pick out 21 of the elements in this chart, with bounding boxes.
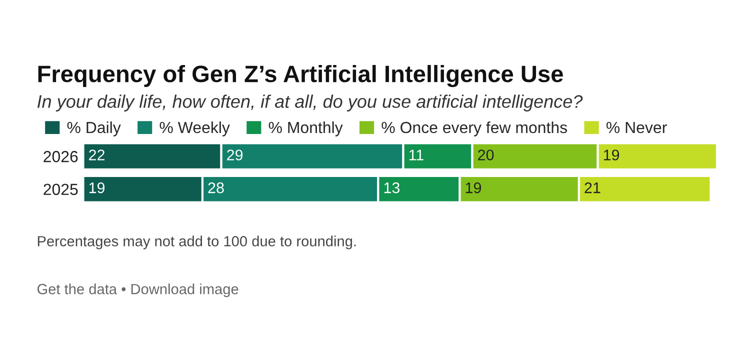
data-label: 21: [584, 182, 600, 194]
legend-label: % Once every few months: [382, 121, 568, 136]
legend-label: % Monthly: [268, 121, 343, 136]
chart-title: Frequency of Gen Z’s Artificial Intelligence Use: [38, 64, 563, 88]
y-tick-label: 2025: [44, 184, 78, 196]
data-label: 13: [384, 182, 400, 194]
text: Get the data • Download image: [37, 284, 238, 298]
data-label: 22: [89, 150, 104, 160]
legend-label: % Weekly: [160, 121, 230, 136]
data-label: 28: [208, 182, 224, 194]
data-label: 19: [89, 182, 105, 194]
data-label: 19: [466, 182, 482, 194]
data-label: 11: [409, 150, 424, 160]
data-label: 20: [478, 150, 494, 160]
data-label: 29: [227, 150, 243, 160]
chart-subtitle: In your daily life, how often, if at all, do you use artificial intelligence?: [37, 94, 583, 112]
legend-label: % Daily: [67, 121, 121, 136]
legend-label: % Never: [606, 122, 667, 134]
data-label: 19: [604, 150, 620, 160]
y-tick-label: 2026: [44, 150, 78, 162]
text: Percentages may not add to 100 due to rounding.: [38, 236, 356, 250]
